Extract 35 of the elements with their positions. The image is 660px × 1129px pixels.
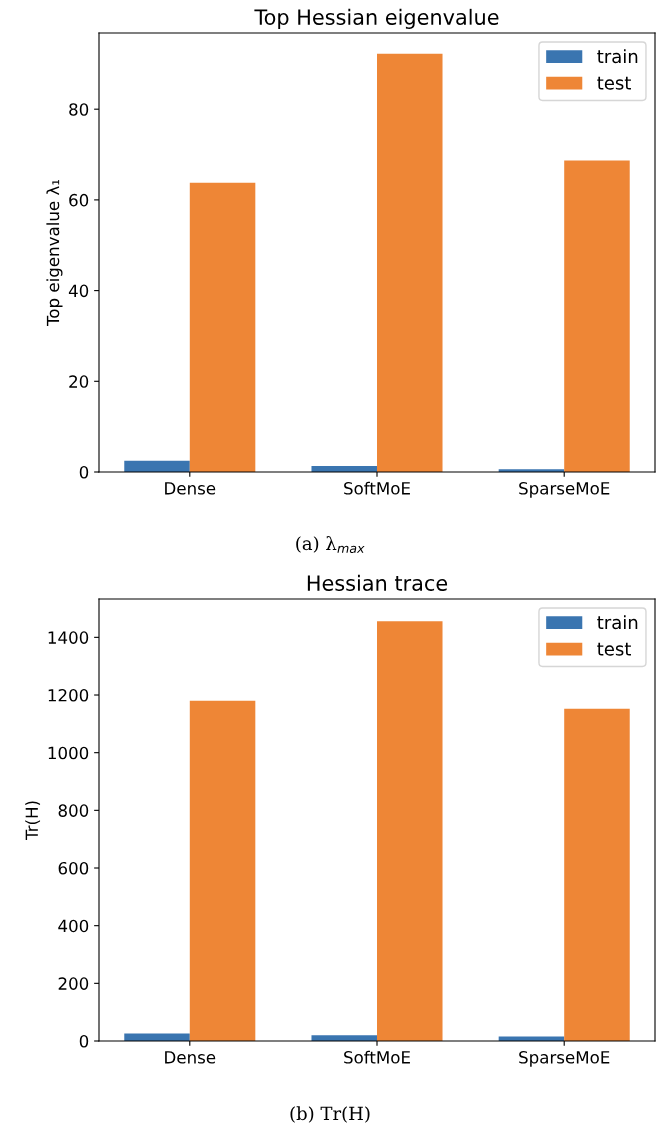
y-tick-label: 0 [79,1034,89,1048]
x-tick-label: Dense [165,1051,216,1064]
y-tick-label: 1200 [48,688,89,702]
y-axis-title: Tr(H) [25,801,41,841]
y-tick-label: 80 [69,103,89,116]
bar [564,160,630,472]
x-tick-label: Dense [165,482,216,495]
y-tick-label: 400 [58,919,89,933]
y-tick-label: 1400 [48,631,89,644]
y-axis-title: Top eigenvalue λ₁ [46,179,63,327]
legend-label: train [597,49,638,64]
y-tick-label: 600 [58,861,89,875]
y-tick-label: 40 [68,284,89,298]
legend-label: test [597,642,631,656]
text: (b) Tr(H) [290,1106,370,1123]
legend-label: test [597,76,631,90]
x-tick-label: SparseMoE [519,482,610,498]
bar [564,708,630,1041]
x-tick-label: SoftMoE [344,481,410,495]
bar [377,53,443,472]
chart-title: Top Hessian eigenvalue [254,8,499,29]
chart-title: Hessian trace [307,574,448,591]
text: (a) λ$_{max}$ [296,536,365,554]
legend-label: train [597,615,638,630]
x-tick-label: SoftMoE [344,1050,410,1064]
bar [189,700,256,1041]
y-tick-label: 60 [69,193,89,207]
y-tick-label: 800 [58,804,89,817]
bar [377,621,443,1041]
bar [189,182,256,472]
y-tick-label: 0 [79,465,89,479]
y-tick-label: 20 [69,375,89,388]
y-tick-label: 1000 [48,746,89,760]
y-tick-label: 200 [58,977,89,990]
x-tick-label: SparseMoE [519,1051,610,1067]
